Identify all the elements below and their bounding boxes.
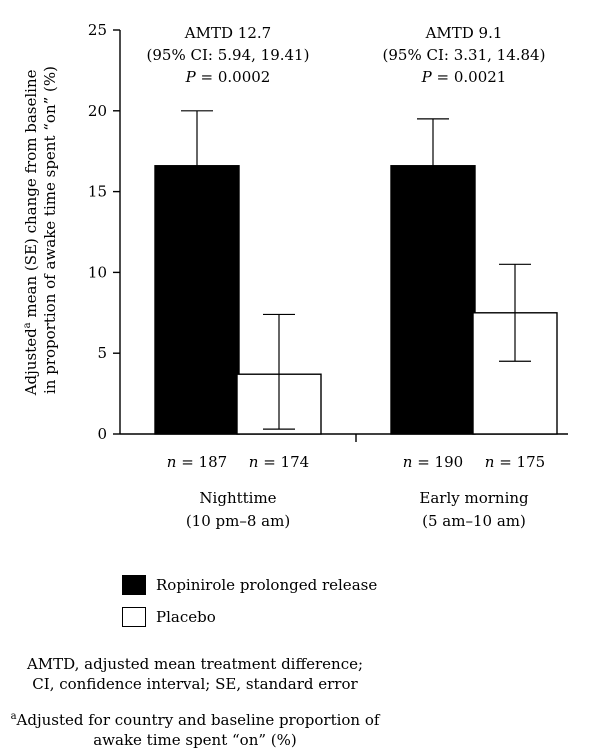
amtd-label: AMTD 12.7 [184, 24, 271, 42]
y-tick-label: 25 [88, 21, 107, 39]
ci-label: (95% CI: 5.94, 19.41) [147, 46, 310, 64]
group-label: Early morning [419, 489, 529, 507]
p-value-label: P = 0.0021 [421, 68, 507, 86]
n-label: n = 190 [403, 453, 463, 471]
group-sublabel: (5 am–10 am) [422, 512, 526, 530]
abbrev-line: CI, confidence interval; SE, standard er… [32, 675, 358, 693]
legend-label: Ropinirole prolonged release [156, 576, 378, 594]
legend-item-placebo: Placebo [122, 604, 377, 630]
legend-item-ropinirole: Ropinirole prolonged release [122, 572, 377, 598]
y-tick-label: 5 [97, 344, 107, 362]
footnote: aAdjusted for country and baseline propo… [0, 710, 390, 750]
abbrev-line: AMTD, adjusted mean treatment difference… [26, 655, 364, 673]
footnote-line: awake time spent “on” (%) [93, 731, 297, 749]
n-label: n = 174 [249, 453, 309, 471]
n-label: n = 187 [167, 453, 227, 471]
legend-swatch-white [122, 607, 146, 627]
n-label: n = 175 [485, 453, 545, 471]
p-value-label: P = 0.0002 [185, 68, 271, 86]
chart-labels: AMTD 12.7 (95% CI: 5.94, 19.41) P = 0.0002… [147, 24, 546, 530]
legend: Ropinirole prolonged release Placebo [122, 572, 377, 636]
y-axis-label: Adjusteda mean (SE) change from baseline… [22, 65, 59, 397]
amtd-label: AMTD 9.1 [425, 24, 503, 42]
y-tick-label: 10 [88, 263, 107, 281]
bar-chart: 0 5 10 15 20 25 AMTD 12.7 (95% CI: 5.94, 19.41… [22, 21, 568, 530]
ci-label: (95% CI: 3.31, 14.84) [383, 46, 546, 64]
footnote-line: aAdjusted for country and baseline propo… [10, 711, 380, 729]
y-tick-label: 15 [88, 183, 107, 201]
group-sublabel: (10 pm–8 am) [186, 512, 290, 530]
group-label: Nighttime [199, 489, 276, 507]
y-tick-label: 0 [97, 425, 107, 443]
legend-swatch-black [122, 575, 146, 595]
y-tick-label: 20 [88, 102, 107, 120]
legend-label: Placebo [156, 608, 216, 626]
chart-bars [154, 110, 558, 435]
abbreviations-note: AMTD, adjusted mean treatment difference… [0, 654, 390, 694]
